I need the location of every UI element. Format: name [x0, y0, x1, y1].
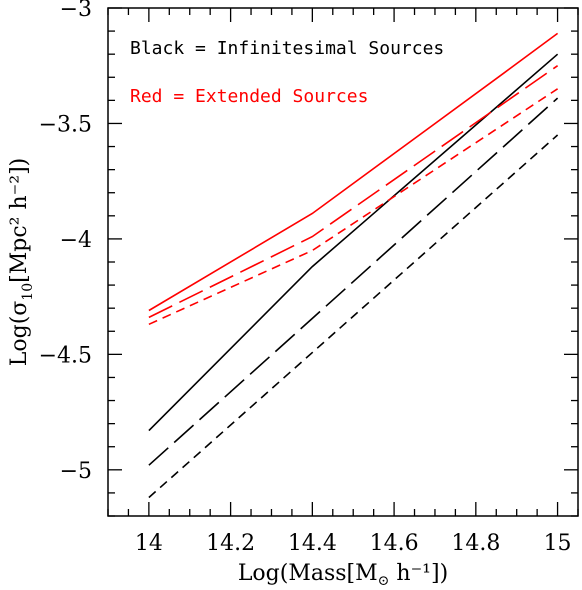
plot-frame — [107, 7, 579, 517]
y-axis-title-pre: Log(σ — [7, 301, 32, 367]
series-line-4 — [148, 65, 559, 319]
annotation-red: Red = Extended Sources — [130, 86, 368, 107]
series-line-3 — [148, 32, 559, 312]
y-tick-label: −3 — [60, 0, 92, 22]
series-line-1 — [148, 97, 559, 466]
ticks-layer — [107, 7, 579, 517]
sun-symbol: ⊙ — [378, 573, 390, 589]
y-tick-label: −4 — [60, 228, 92, 253]
y-tick-label: −3.5 — [39, 112, 92, 137]
x-axis-title-post: h⁻¹]) — [389, 561, 448, 586]
x-tick-label: 14.4 — [288, 531, 337, 556]
x-tick-label: 14.8 — [451, 531, 500, 556]
y-axis-title-sub: 10 — [20, 283, 36, 301]
x-axis-title-pre: Log(Mass[M — [238, 561, 378, 586]
x-tick-label: 14.2 — [206, 531, 255, 556]
x-tick-label: 15 — [544, 531, 572, 556]
series-line-0 — [148, 53, 559, 432]
annotation-black: Black = Infinitesimal Sources — [130, 38, 444, 59]
tick-labels-layer: 14 14.2 14.4 14.6 14.8 15 −5 −4.5 −4 −3.5 −3 — [39, 0, 572, 556]
y-tick-label: −5 — [60, 459, 92, 484]
y-tick-label: −4.5 — [39, 343, 92, 368]
y-axis-title-post: [Mpc² h⁻²]) — [7, 158, 32, 283]
series-line-5 — [148, 88, 559, 326]
series-line-2 — [148, 134, 559, 499]
y-axis-title: Log(σ10[Mpc² h⁻²]) — [7, 158, 36, 366]
x-tick-label: 14 — [135, 531, 163, 556]
x-axis-title: Log(Mass[M⊙ h⁻¹]) — [238, 561, 448, 589]
x-tick-label: 14.6 — [370, 531, 419, 556]
series-layer — [148, 32, 559, 499]
